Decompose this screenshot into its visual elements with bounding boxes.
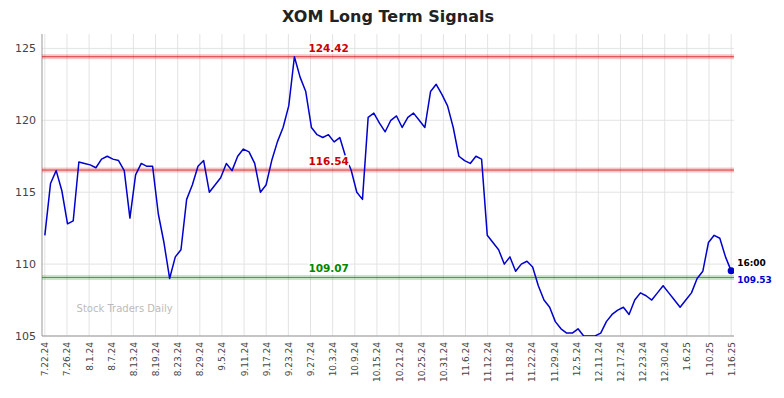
reference-label: 109.07 xyxy=(308,262,349,274)
x-grid-line xyxy=(332,34,333,336)
x-grid-line xyxy=(288,34,289,336)
reference-band xyxy=(42,168,734,173)
x-tick-label: 12.23.24 xyxy=(638,342,648,382)
reference-label: 124.42 xyxy=(308,42,349,54)
plot-area xyxy=(42,54,734,336)
y-grid-line xyxy=(42,192,734,193)
reference-band xyxy=(42,275,734,280)
title: XOM Long Term Signals xyxy=(282,7,494,26)
reference-label: 116.54 xyxy=(308,155,349,167)
x-grid-line xyxy=(576,34,577,336)
reference-line xyxy=(42,170,734,171)
x-grid-line xyxy=(310,34,311,336)
x-tick-label: 10.9.24 xyxy=(350,342,360,377)
reference-band xyxy=(42,54,734,59)
y-grid-line xyxy=(42,120,734,121)
x-tick-label: 1.6.25 xyxy=(682,342,692,371)
reference-line xyxy=(42,56,734,57)
x-grid-line xyxy=(731,34,732,336)
y-grid-line xyxy=(42,48,734,49)
x-tick-label: 1.10.25 xyxy=(705,342,715,376)
x-tick-label: 11.18.24 xyxy=(505,342,515,382)
x-grid-line xyxy=(642,34,643,336)
x-tick-label: 9.27.24 xyxy=(306,342,316,377)
watermark: Stock Traders Daily xyxy=(77,303,173,314)
x-tick-label: 12.17.24 xyxy=(616,342,626,382)
x-grid-line xyxy=(554,34,555,336)
x-grid-line xyxy=(66,34,67,336)
x-grid-line xyxy=(487,34,488,336)
x-tick-label: 8.13.24 xyxy=(129,342,139,377)
y-grid-line xyxy=(42,336,734,337)
x-tick-label: 8.29.24 xyxy=(195,342,205,377)
x-tick-label: 9.5.24 xyxy=(217,342,227,371)
x-grid-line xyxy=(44,34,45,336)
y-tick-label: 115 xyxy=(15,186,36,199)
x-tick-label: 12.5.24 xyxy=(572,342,582,377)
x-grid-line xyxy=(443,34,444,336)
x-tick-label: 11.6.24 xyxy=(461,342,471,377)
x-tick-label: 7.22.24 xyxy=(40,342,50,377)
x-tick-label: 8.1.24 xyxy=(85,342,95,371)
last-value-label: 109.53 xyxy=(737,275,772,285)
x-grid-line xyxy=(244,34,245,336)
x-grid-line xyxy=(509,34,510,336)
x-grid-line xyxy=(111,34,112,336)
x-tick-label: 11.29.24 xyxy=(550,342,560,382)
x-grid-line xyxy=(376,34,377,336)
y-tick-label: 110 xyxy=(15,258,36,271)
grid xyxy=(42,34,734,336)
y-tick-label: 105 xyxy=(15,330,36,343)
y-grid-line xyxy=(42,264,734,265)
x-grid-line xyxy=(531,34,532,336)
x-grid-line xyxy=(465,34,466,336)
x-tick-label: 8.23.24 xyxy=(173,342,183,377)
x-tick-label: 12.30.24 xyxy=(660,342,670,382)
x-tick-label: 8.7.24 xyxy=(107,342,117,371)
x-grid-line xyxy=(598,34,599,336)
y-axis xyxy=(42,34,43,336)
chart: XOM Long Term Signals 105 110 115 120 125 7.22… xyxy=(0,0,784,398)
x-tick-label: 10.3.24 xyxy=(328,342,338,377)
x-tick-label: 8.19.24 xyxy=(151,342,161,377)
x-tick-label: 10.21.24 xyxy=(395,342,405,382)
x-grid-line xyxy=(89,34,90,336)
x-tick-label: 12.11.24 xyxy=(594,342,604,382)
x-tick-label: 10.31.24 xyxy=(439,342,449,382)
x-tick-label: 9.17.24 xyxy=(262,342,272,377)
last-time-label: 16:00 xyxy=(737,258,766,268)
x-grid-line xyxy=(399,34,400,336)
price-line xyxy=(45,57,731,336)
x-tick-label: 10.25.24 xyxy=(417,342,427,382)
reference-line xyxy=(42,277,734,278)
y-tick-label: 125 xyxy=(15,42,36,55)
x-grid-line xyxy=(664,34,665,336)
x-grid-line xyxy=(221,34,222,336)
x-tick-label: 7.26.24 xyxy=(62,342,72,377)
last-point xyxy=(728,267,734,274)
x-grid-line xyxy=(709,34,710,336)
x-tick-label: 9.11.24 xyxy=(240,342,250,377)
x-grid-line xyxy=(177,34,178,336)
y-tick-label: 120 xyxy=(15,114,36,127)
x-tick-label: 11.22.24 xyxy=(527,342,537,382)
x-tick-label: 1.16.25 xyxy=(727,342,737,376)
x-axis xyxy=(42,336,734,337)
x-tick-label: 9.23.24 xyxy=(284,342,294,377)
x-grid-line xyxy=(620,34,621,336)
x-tick-label: 11.12.24 xyxy=(483,342,493,382)
x-grid-line xyxy=(199,34,200,336)
x-tick-label: 10.15.24 xyxy=(372,342,382,382)
x-grid-line xyxy=(421,34,422,336)
x-grid-line xyxy=(686,34,687,336)
